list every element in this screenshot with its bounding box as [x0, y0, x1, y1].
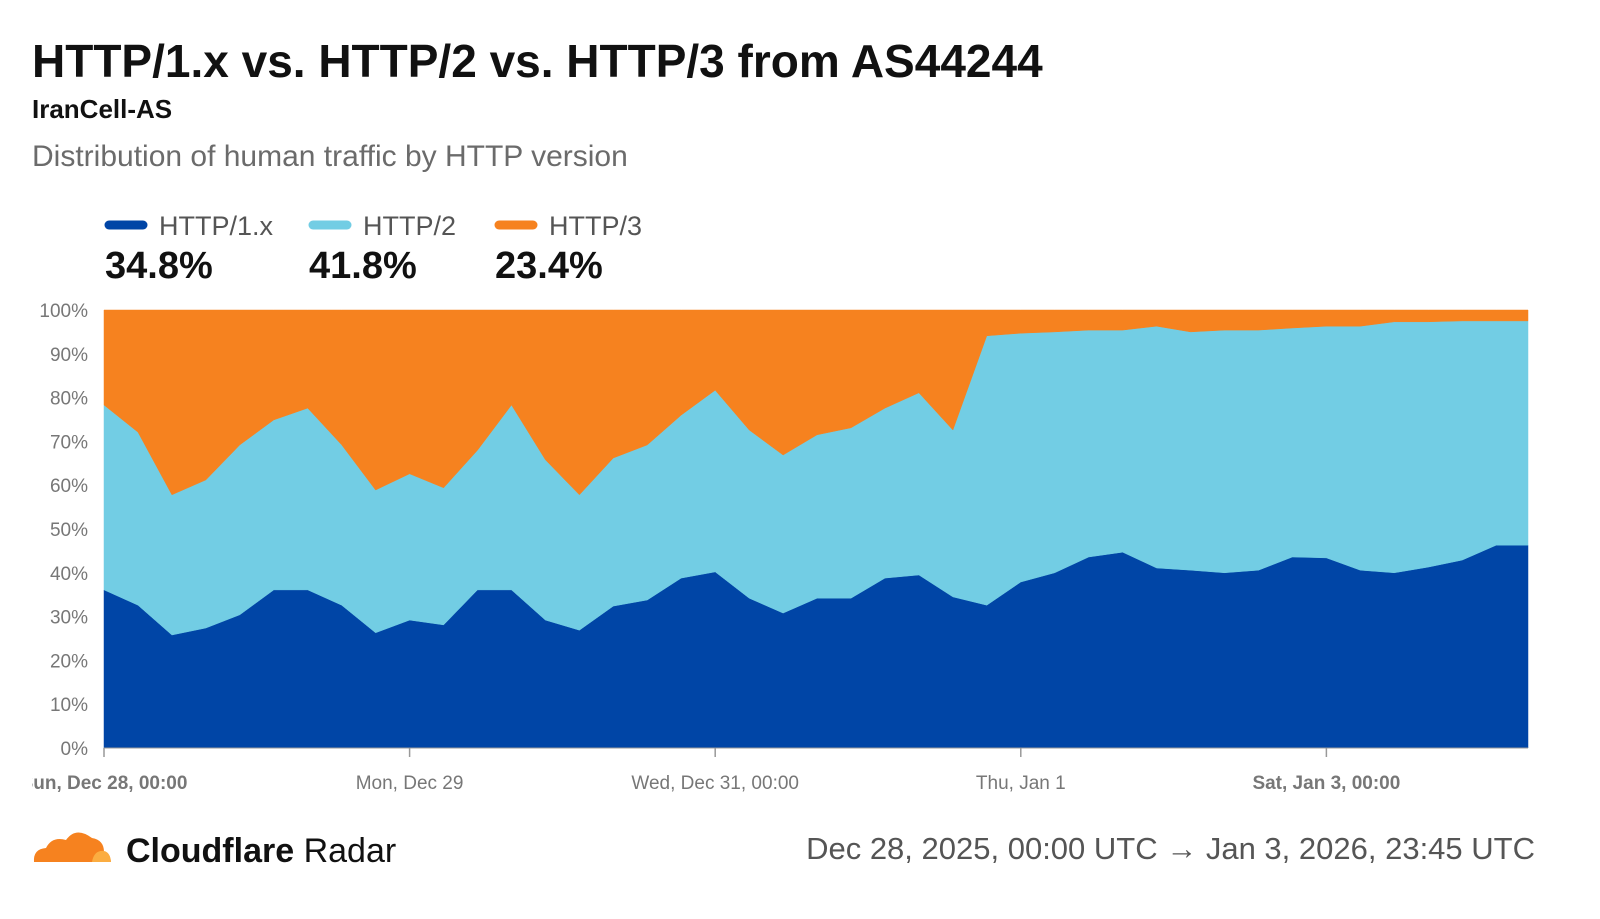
chart-title: HTTP/1.x vs. HTTP/2 vs. HTTP/3 from AS44…	[32, 35, 1043, 87]
logo	[33, 832, 111, 862]
x-tick-label: Mon, Dec 29	[356, 773, 464, 794]
x-tick-label: Thu, Jan 1	[976, 773, 1066, 794]
y-tick-label: 20%	[50, 651, 88, 672]
legend: HTTP/1.x 34.8% HTTP/2 41.8% HTTP/3 23.4%	[104, 211, 642, 287]
chart-description: Distribution of human traffic by HTTP ve…	[32, 140, 628, 173]
y-tick-label: 50%	[50, 520, 88, 541]
product-name: Radar	[304, 832, 397, 870]
chart-subtitle: IranCell-AS	[32, 94, 172, 124]
x-tick-label: Sun, Dec 28, 00:00	[21, 773, 188, 794]
y-tick-label: 40%	[50, 564, 88, 585]
y-tick-label: 0%	[61, 739, 89, 760]
x-tick-label: Wed, Dec 31, 00:00	[631, 773, 799, 794]
legend-label: HTTP/1.x	[159, 211, 274, 241]
legend-label: HTTP/2	[363, 211, 456, 241]
brand: Cloudflare Radar	[126, 832, 396, 870]
legend-value: 23.4%	[495, 245, 603, 287]
legend-value: 34.8%	[105, 245, 213, 287]
y-tick-label: 100%	[39, 301, 88, 322]
x-axis: Sun, Dec 28, 00:00 Mon, Dec 29 Wed, Dec 31…	[21, 773, 1400, 794]
y-tick-label: 80%	[50, 389, 88, 410]
y-tick-label: 30%	[50, 608, 88, 629]
logo-cloud-light	[92, 850, 111, 862]
brand-name: Cloudflare	[126, 832, 294, 870]
x-tick-label: Sat, Jan 3, 00:00	[1252, 773, 1400, 794]
logo-cloud	[33, 832, 111, 862]
legend-label: HTTP/3	[549, 211, 642, 241]
y-tick-label: 60%	[50, 476, 88, 497]
area	[103, 309, 1529, 496]
y-tick-label: 90%	[50, 345, 88, 366]
plot-area	[103, 309, 1529, 749]
y-tick-label: 70%	[50, 432, 88, 453]
legend-value: 41.8%	[309, 245, 417, 287]
y-tick-label: 10%	[50, 695, 88, 716]
time-range: Dec 28, 2025, 00:00 UTC → Jan 3, 2026, 2…	[806, 831, 1535, 866]
